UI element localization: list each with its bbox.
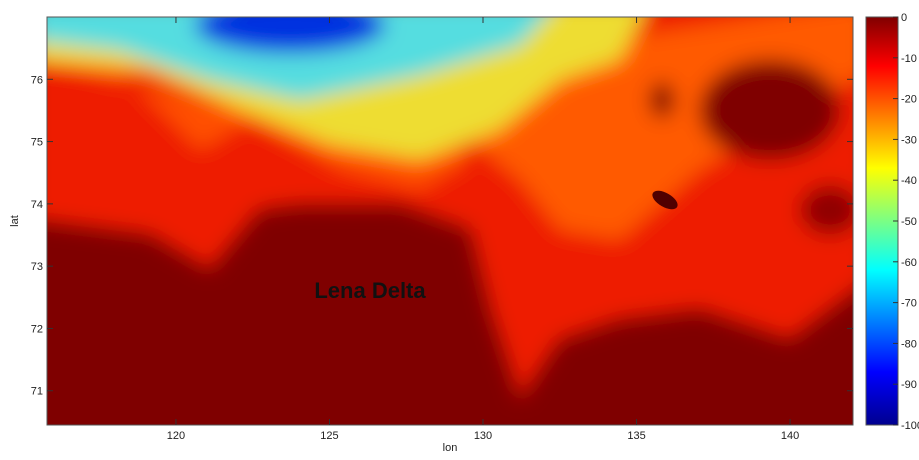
- x-axis-label: lon: [443, 442, 458, 454]
- y-tick-label: 72: [31, 323, 43, 335]
- colorbar-tick-label: -50: [901, 216, 917, 228]
- x-tick-label: 140: [781, 430, 799, 442]
- colorbar-tick-label: -20: [901, 94, 917, 106]
- y-tick-label: 73: [31, 261, 43, 273]
- y-axis-label: lat: [9, 215, 21, 227]
- colorbar-tick-label: -10: [901, 53, 917, 65]
- x-tick-label: 120: [167, 430, 185, 442]
- x-tick-label: 130: [474, 430, 492, 442]
- y-tick-label: 71: [31, 386, 43, 398]
- map-field: [30, 0, 870, 425]
- y-tick-label: 75: [31, 137, 43, 149]
- colorbar-tick-label: -100: [901, 420, 919, 432]
- chart: Lena Delta lon lat 120 125 130 135 140 71 72 73…: [0, 0, 919, 455]
- y-tick-label: 76: [31, 74, 43, 86]
- colorbar-tick-label: -80: [901, 338, 917, 350]
- y-tick-label: 74: [31, 199, 43, 211]
- x-tick-label: 125: [320, 430, 338, 442]
- colorbar-tick-label: -30: [901, 134, 917, 146]
- x-tick-label: 135: [627, 430, 645, 442]
- colorbar-tick-label: -40: [901, 175, 917, 187]
- colorbar-tick-label: -90: [901, 379, 917, 391]
- colorbar-tick-label: -70: [901, 298, 917, 310]
- annotation: Lena Delta: [314, 278, 426, 303]
- colorbar-tick-label: -60: [901, 257, 917, 269]
- colorbar-tick-label: 0: [901, 12, 907, 24]
